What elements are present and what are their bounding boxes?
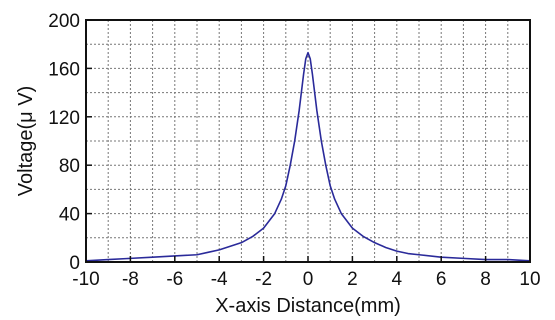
y-tick-label: 0 [69,253,80,274]
series-layer [85,51,531,262]
x-tick-label: 4 [392,269,403,290]
x-tick-label: 8 [480,269,491,290]
tick-labels: -10 -8 -6 -4 -2 0 2 4 6 8 10 0 40 80 120 160 200 [48,11,540,290]
grid [86,20,530,262]
x-tick-label: -4 [211,269,228,290]
y-tick-label: 40 [59,205,80,226]
y-tick-label: 160 [48,59,80,80]
x-tick-label: 2 [347,269,358,290]
x-tick-label: 0 [303,269,314,290]
x-tick-label: -2 [255,269,272,290]
x-tick-label: 10 [519,269,540,290]
x-tick-label: -10 [72,269,99,290]
x-axis-title: X-axis Distance(mm) [215,295,401,317]
y-tick-label: 80 [59,156,80,177]
y-tick-label: 200 [48,11,80,32]
y-tick-label: 120 [48,108,80,129]
x-tick-label: -6 [166,269,183,290]
x-tick-label: -8 [122,269,139,290]
series-line [85,51,531,262]
x-tick-label: 6 [436,269,447,290]
y-axis-title: Voltage(μ V) [15,86,37,196]
